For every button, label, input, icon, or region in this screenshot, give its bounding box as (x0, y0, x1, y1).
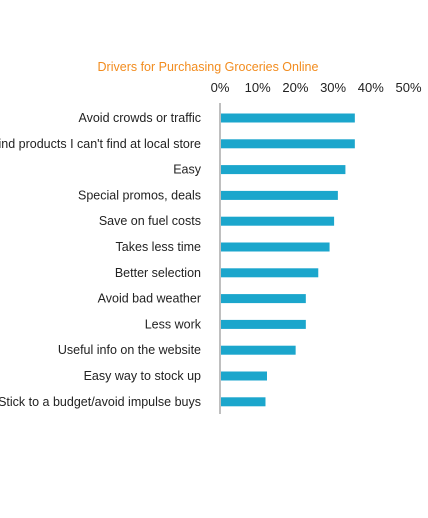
category-label: Special promos, deals (78, 188, 201, 202)
bar (221, 294, 306, 304)
bar (221, 371, 267, 381)
bar (221, 268, 319, 278)
bar (221, 113, 355, 123)
category-label: Find products I can't find at local stor… (0, 137, 201, 151)
bar (221, 319, 306, 329)
x-tick-label: 30% (320, 80, 346, 95)
category-labels: Avoid crowds or traffic Find products I c… (0, 111, 202, 409)
x-tick-label: 0% (211, 80, 230, 95)
category-label: Avoid bad weather (98, 292, 201, 306)
bars (221, 113, 355, 407)
category-label: Easy (173, 163, 202, 177)
bar (221, 345, 296, 355)
category-label: Avoid crowds or traffic (78, 111, 201, 125)
category-label: Easy way to stock up (84, 369, 201, 383)
category-label: Useful info on the website (58, 343, 201, 357)
bar (221, 242, 330, 252)
bar (221, 139, 355, 149)
bar (221, 165, 346, 175)
x-tick-label: 50% (395, 80, 421, 95)
bar (221, 397, 266, 407)
x-tick-label: 40% (358, 80, 384, 95)
category-label: Save on fuel costs (99, 214, 201, 228)
x-tick-label: 10% (245, 80, 271, 95)
x-axis-ticks: 0% 10% 20% 30% 40% 50% (211, 80, 422, 95)
category-label: Takes less time (116, 240, 201, 254)
x-tick-label: 20% (282, 80, 308, 95)
bar (221, 216, 335, 226)
category-label: Better selection (115, 266, 201, 280)
category-label: Stick to a budget/avoid impulse buys (0, 395, 201, 409)
chart-title: Drivers for Purchasing Groceries Online (98, 60, 319, 74)
bar (221, 190, 338, 200)
category-label: Less work (145, 317, 202, 331)
